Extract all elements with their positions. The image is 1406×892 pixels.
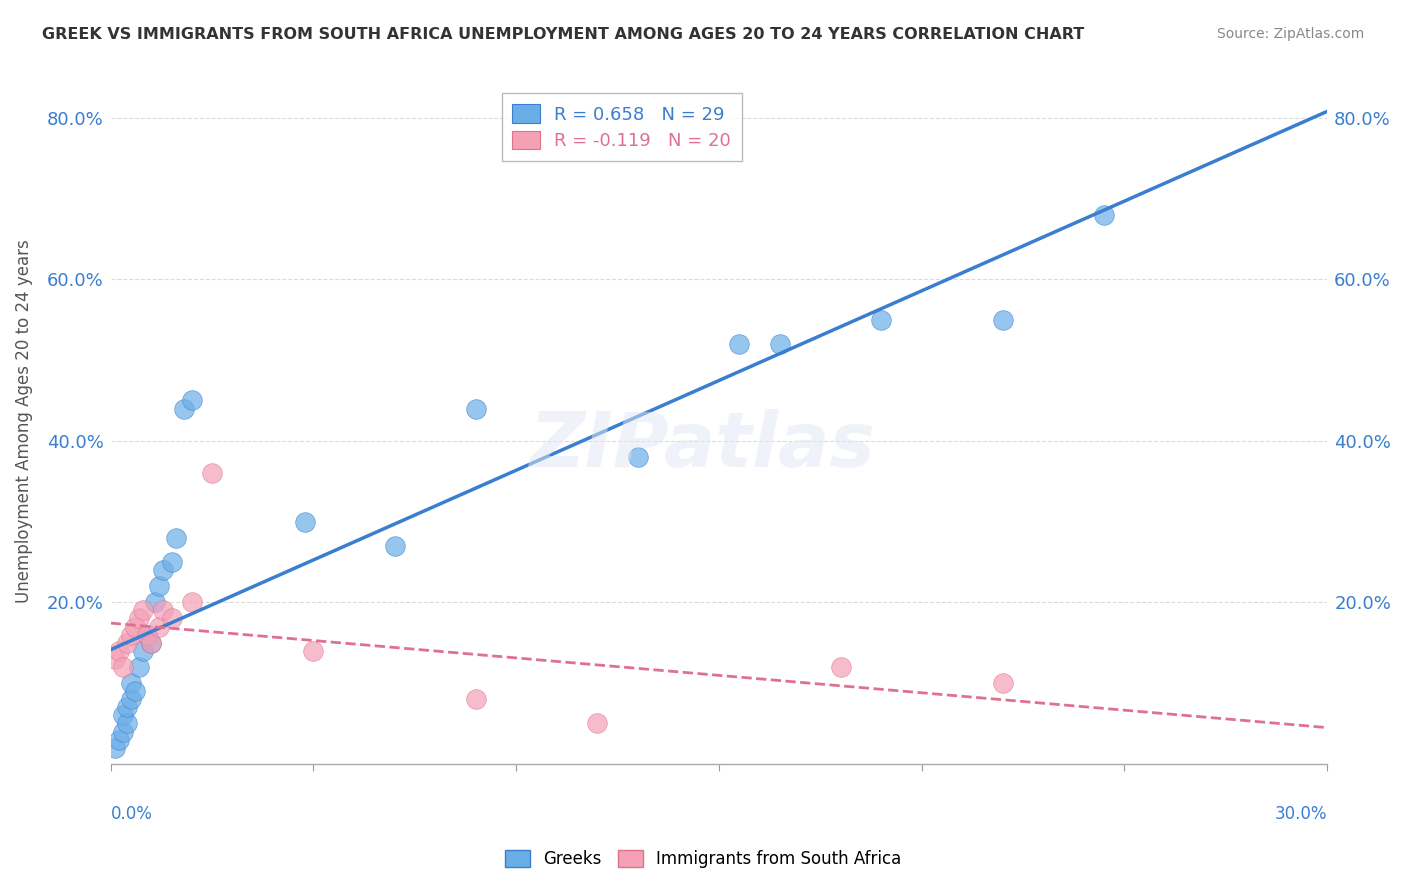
Point [991, 676, 1014, 690]
Point [165, 531, 187, 545]
Point [124, 619, 146, 633]
Point [152, 563, 174, 577]
Point [384, 539, 406, 553]
Point [201, 466, 224, 480]
Point [302, 644, 325, 658]
Point [120, 676, 142, 690]
Text: 0.0%: 0.0% [111, 805, 153, 823]
Point [143, 595, 166, 609]
Text: GREEK VS IMMIGRANTS FROM SOUTH AFRICA UNEMPLOYMENT AMONG AGES 20 TO 24 YEARS COR: GREEK VS IMMIGRANTS FROM SOUTH AFRICA UN… [42, 27, 1084, 42]
Point [464, 692, 486, 706]
Point [586, 716, 609, 731]
Point [108, 644, 131, 658]
Point [120, 692, 142, 706]
Point [991, 312, 1014, 326]
Point [148, 619, 170, 633]
Point [141, 636, 163, 650]
Point [128, 611, 150, 625]
Point [464, 401, 486, 416]
Point [180, 393, 202, 408]
Point [120, 627, 142, 641]
Point [136, 627, 159, 641]
Point [627, 450, 650, 464]
Point [115, 636, 138, 650]
Point [132, 603, 155, 617]
Point [111, 724, 134, 739]
Point [870, 312, 893, 326]
Point [173, 401, 195, 416]
Point [160, 611, 183, 625]
Point [152, 603, 174, 617]
Point [830, 660, 852, 674]
Point [294, 515, 316, 529]
Text: ZIPatlas: ZIPatlas [530, 409, 876, 483]
Legend: R = 0.658   N = 29, R = -0.119   N = 20: R = 0.658 N = 29, R = -0.119 N = 20 [502, 94, 741, 161]
Legend: Greeks, Immigrants from South Africa: Greeks, Immigrants from South Africa [498, 843, 908, 875]
Point [141, 636, 163, 650]
Y-axis label: Unemployment Among Ages 20 to 24 years: Unemployment Among Ages 20 to 24 years [15, 239, 32, 602]
Point [128, 660, 150, 674]
Point [108, 732, 131, 747]
Point [115, 716, 138, 731]
Point [769, 337, 792, 351]
Point [728, 337, 751, 351]
Point [104, 652, 127, 666]
Point [111, 660, 134, 674]
Point [124, 684, 146, 698]
Point [115, 700, 138, 714]
Point [136, 627, 159, 641]
Point [180, 595, 202, 609]
Point [148, 579, 170, 593]
Point [111, 708, 134, 723]
Point [132, 644, 155, 658]
Point [1092, 208, 1115, 222]
Point [104, 740, 127, 755]
Text: Source: ZipAtlas.com: Source: ZipAtlas.com [1216, 27, 1364, 41]
Point [160, 555, 183, 569]
Text: 30.0%: 30.0% [1275, 805, 1327, 823]
